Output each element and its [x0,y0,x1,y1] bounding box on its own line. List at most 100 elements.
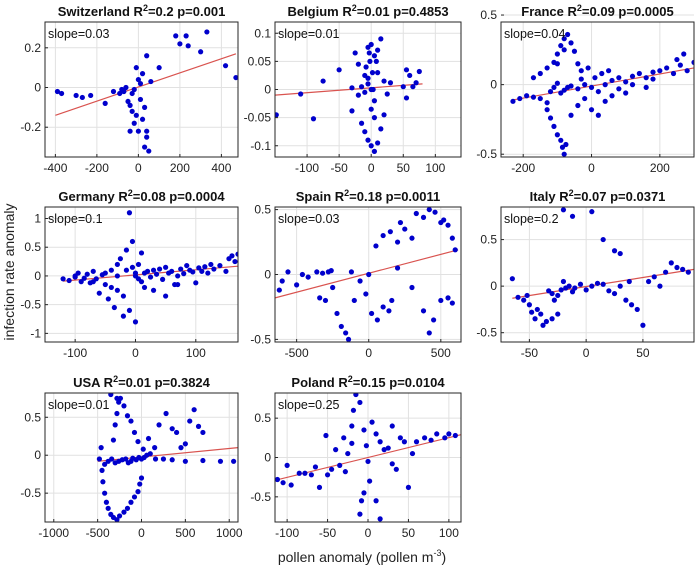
data-point [187,418,193,424]
x-tick-label: -200 [85,161,109,175]
data-point [524,93,530,99]
data-point [373,431,379,437]
data-point [153,271,160,277]
data-point [199,268,205,274]
y-tick-label: 0 [490,279,497,293]
data-point [173,429,180,436]
y-tick-label: -0.5 [20,298,41,312]
data-point [105,505,111,511]
panel-title: Switzerland R2=0.2 p=0.001 [58,3,226,19]
data-point [150,267,157,273]
x-axis-label-superscript: -3 [433,548,441,558]
data-point [554,80,560,86]
x-tick-label: -100 [295,161,319,175]
data-point [312,464,319,470]
data-point [233,74,238,81]
data-point [163,410,169,417]
data-point [544,65,550,71]
data-point [138,250,145,256]
data-point [81,275,87,281]
data-point [88,92,94,99]
data-point [365,44,371,50]
data-point [616,75,622,81]
data-point [323,432,329,439]
data-point [349,423,355,429]
data-point [645,278,652,285]
x-tick-label: -400 [43,161,67,175]
data-point [558,287,564,293]
data-point [566,283,572,289]
data-point [121,509,127,515]
country-name: Switzerland R [58,4,144,19]
y-tick-label: 0.5 [24,410,41,424]
data-point [231,458,237,464]
slope-annotation: slope=0.03 [48,27,110,41]
data-point [409,450,416,457]
data-point [275,476,281,483]
x-tick-label: -200 [511,161,535,175]
data-point [114,517,120,522]
r2-and-p-value: =0.01 p=0.4853 [357,4,449,19]
data-point [279,278,285,284]
data-point [389,297,395,304]
y-tick-label: -0.2 [20,120,41,134]
data-point [145,435,152,442]
data-point [328,268,334,274]
data-point [420,308,427,314]
data-point [208,261,214,268]
data-point [178,445,184,451]
data-point [434,431,440,437]
data-point [378,36,384,42]
data-point [558,137,564,143]
data-point [426,330,432,336]
data-point [549,290,555,297]
plot-contents [509,207,694,328]
data-point [333,447,339,453]
y-tick-label: 0 [490,78,497,92]
data-point [532,316,538,322]
data-point [173,33,179,39]
data-point [365,81,371,87]
data-point [324,472,331,478]
data-point [54,88,61,95]
x-tick-label: 50 [402,526,416,540]
data-point [442,435,448,441]
data-point [338,323,344,330]
data-point [343,330,349,336]
data-point [119,86,125,93]
data-point [381,447,387,453]
data-point [366,271,372,278]
data-point [377,439,383,445]
data-point [90,268,96,274]
country-name: Belgium R [287,4,352,19]
data-point [663,269,669,275]
data-point [128,499,134,505]
data-point [640,322,646,328]
data-point [554,132,560,138]
data-point [147,451,153,457]
y-tick-label: -0.1 [250,139,271,153]
data-point [160,456,167,462]
data-point [389,461,395,467]
data-point [555,292,561,299]
data-point [670,70,677,77]
data-point [381,78,387,84]
data-point [329,466,335,472]
data-point [123,456,129,462]
panel-poland: -100 -50 0 50 100 -0.5 0 0.5 Poland R2=0.15 p=0.… [250,374,462,540]
data-point [394,265,401,271]
data-point [509,276,515,282]
data-point [345,336,352,342]
data-point [534,306,540,313]
x-tick-label: -500 [285,346,309,360]
data-point [445,295,451,301]
data-point [100,479,106,485]
data-point [349,85,355,91]
data-point [365,75,371,81]
x-tick-label: 1000 [216,526,243,540]
data-point [611,290,618,297]
x-tick-label: -100 [63,346,87,360]
slope-annotation: slope=0.25 [278,398,340,412]
data-point [355,92,361,98]
